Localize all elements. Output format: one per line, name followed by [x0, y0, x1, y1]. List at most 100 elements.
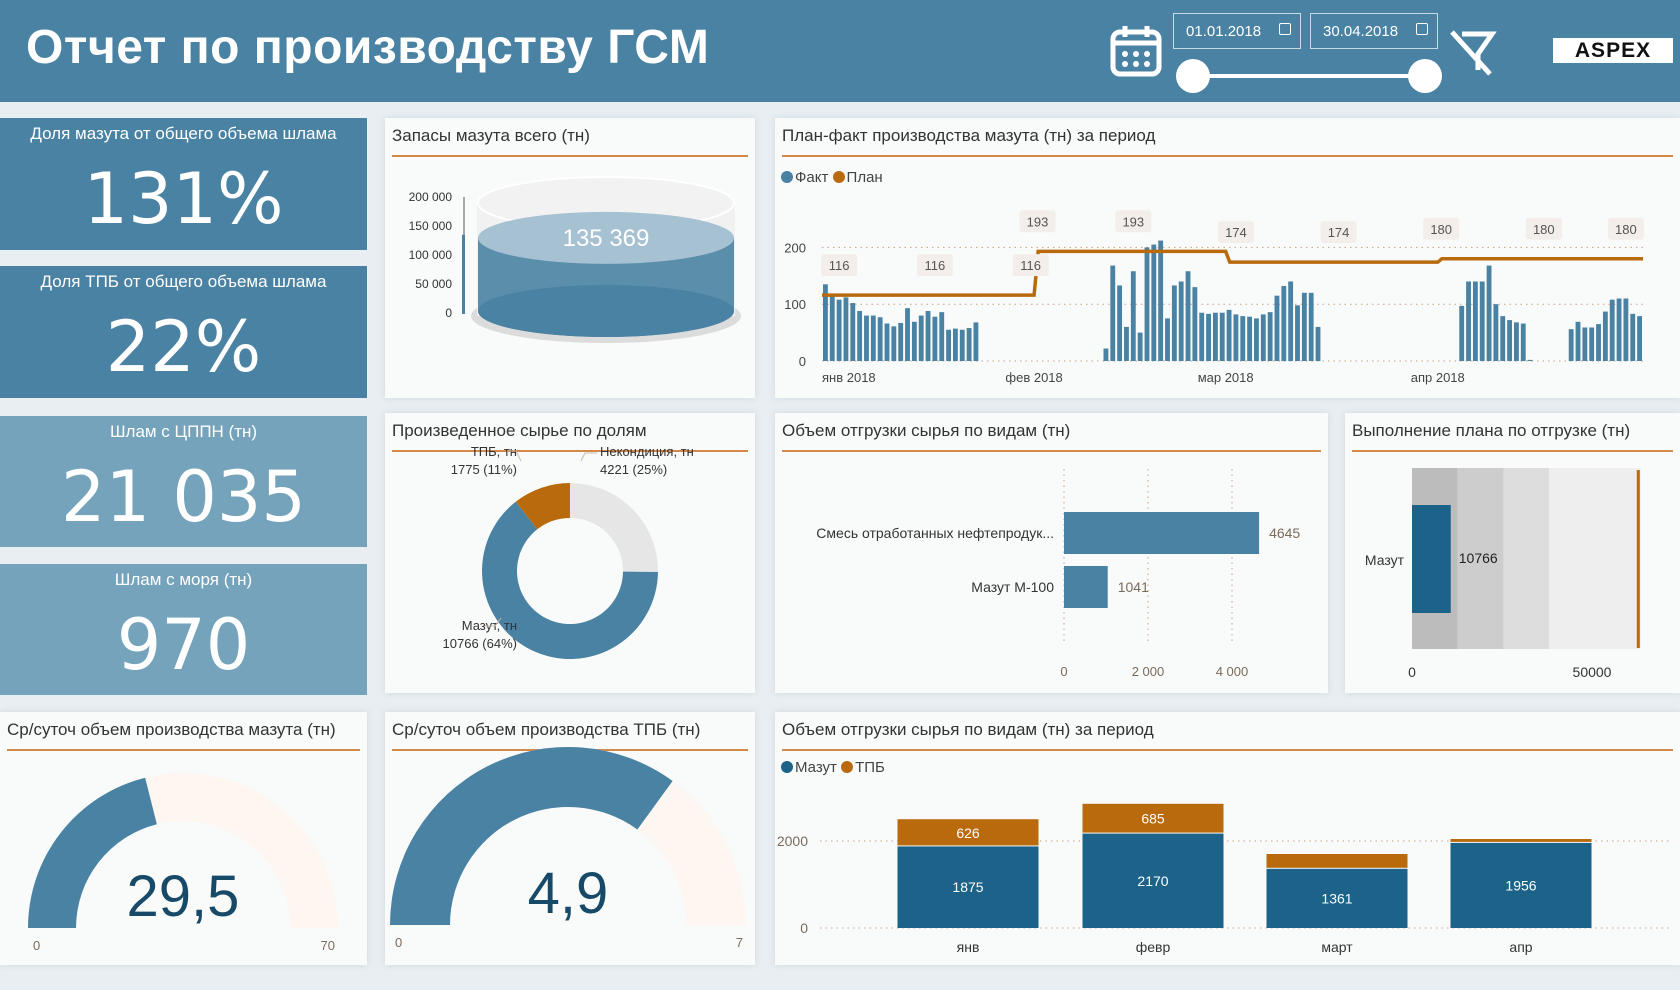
fact-bar — [898, 322, 904, 361]
header-bar: Отчет по производству ГСМ 01.01.2018 30.… — [0, 0, 1680, 102]
cylinder-bottom — [478, 285, 734, 337]
shipment-bar — [1064, 566, 1108, 608]
x-tick-label: апр — [1509, 939, 1532, 955]
plan-label-bg — [821, 254, 858, 277]
gauge-min-label: 0 — [395, 935, 402, 950]
y-tick: 200 000 — [409, 190, 453, 204]
x-tick-label: янв — [957, 939, 980, 955]
stock-liquid-surface — [478, 211, 734, 264]
fact-bar — [1206, 313, 1211, 361]
legend-item-tpb[interactable]: ТПБ — [841, 759, 885, 776]
x-tick-label: 4 000 — [1216, 664, 1249, 679]
fact-bar — [952, 328, 958, 361]
page-title: Отчет по производству ГСМ — [26, 21, 710, 74]
y-tick: 150 000 — [409, 219, 453, 233]
fact-bar — [877, 317, 883, 361]
fact-bar — [1466, 281, 1471, 361]
stock-value-label: 135 369 — [563, 225, 650, 252]
slider-end-handle[interactable] — [1408, 59, 1442, 93]
stock-panel: Запасы мазута всего (тн) 200 000 150 000… — [385, 118, 755, 398]
fact-bar — [1233, 314, 1239, 361]
fact-bar — [966, 328, 972, 361]
gauge-min-label: 0 — [33, 938, 40, 953]
category-label: Мазут — [1365, 552, 1405, 568]
date-picker-icon[interactable] — [1279, 23, 1291, 35]
date-from-value: 01.01.2018 — [1186, 23, 1262, 40]
slider-start-handle[interactable] — [1176, 59, 1210, 93]
plan-data-label: 174 — [1225, 225, 1247, 240]
legend-item-fact[interactable]: Факт — [781, 169, 828, 186]
plan-line — [822, 249, 1643, 297]
donut-slice — [570, 483, 658, 573]
gauge-fill — [28, 777, 157, 928]
fact-bar — [1479, 281, 1485, 361]
plan-data-label: 116 — [1020, 258, 1041, 273]
kpi-tile-tpb-share: Доля ТПБ от общего объема шлама 22% — [0, 266, 367, 398]
date-from-input[interactable]: 01.01.2018 — [1173, 13, 1301, 49]
tpb-bar-segment — [897, 819, 1039, 846]
gauge-max-label: 70 — [321, 938, 335, 953]
gauge-max-label: 7 — [736, 935, 743, 950]
fact-bar — [1514, 322, 1519, 361]
period-stacked-bar-chart: 0 2000 1875 626 янв 2170 685 февр 1361 март 1956 ап… — [777, 803, 1670, 955]
legend-item-plan[interactable]: План — [832, 169, 883, 186]
fact-bar — [1117, 285, 1123, 361]
plan-label-bg — [1423, 217, 1460, 240]
fact-bar — [1602, 311, 1608, 361]
period-shipment-panel: Объем отгрузки сырья по видам (тн) за пе… — [775, 712, 1680, 965]
tpb-daily-gauge-panel: Ср/суточ объем производства ТПБ (тн) 4,9… — [385, 712, 755, 965]
fact-bar — [1527, 359, 1533, 361]
fact-bar — [1260, 314, 1266, 361]
fact-bar — [1609, 299, 1615, 361]
fact-bar — [1589, 327, 1595, 361]
fact-bar — [1459, 305, 1465, 361]
gauge-value: 29,5 — [127, 864, 240, 929]
target-marker — [1636, 470, 1640, 648]
fact-bar — [1240, 316, 1246, 361]
fact-bar — [829, 293, 835, 361]
leader-line — [580, 452, 597, 462]
y-tick: 100 000 — [409, 248, 453, 262]
plan-label-bg — [916, 254, 953, 277]
date-picker-icon[interactable] — [1416, 23, 1428, 35]
fact-bar — [1137, 332, 1143, 361]
legend-item-mazut[interactable]: Мазут — [781, 759, 837, 776]
fact-bar — [1288, 281, 1294, 361]
fact-bar — [1219, 312, 1225, 361]
fact-bar — [836, 299, 842, 361]
fact-bar — [1493, 304, 1499, 361]
clear-filter-icon[interactable] — [1448, 28, 1500, 78]
calendar-icon[interactable] — [1110, 24, 1162, 78]
date-to-input[interactable]: 30.04.2018 — [1310, 13, 1438, 49]
y-tick: 50 000 — [415, 277, 452, 291]
plan-data-label: 180 — [1615, 222, 1637, 237]
x-tick-label: март — [1321, 939, 1353, 955]
panel-title: Ср/суточ объем производства мазута (тн) — [7, 718, 360, 751]
panel-title: Объем отгрузки сырья по видам (тн) за пе… — [782, 718, 1673, 751]
bar-value-label: 10766 — [1459, 550, 1498, 566]
tpb-bar-segment — [1082, 803, 1224, 833]
donut-label-value: 10766 (64%) — [443, 636, 517, 651]
kpi-label: Шлам с ЦППН (тн) — [109, 422, 258, 441]
panel-title: Объем отгрузки сырья по видам (тн) — [782, 419, 1321, 452]
fact-bar — [1274, 295, 1280, 361]
fact-bar — [905, 308, 910, 361]
fact-bar — [946, 329, 951, 361]
y-tick: 0 — [445, 306, 452, 320]
x-tick-label: апр 2018 — [1411, 370, 1465, 385]
plan-fact-panel: План-факт производства мазута (тн) за пе… — [775, 118, 1680, 398]
legend-label: План — [846, 169, 883, 186]
fact-bar — [850, 303, 856, 361]
date-range-slider[interactable] — [1193, 74, 1425, 78]
x-tick-label: мар 2018 — [1198, 370, 1254, 385]
plan-label-bg — [1019, 210, 1056, 233]
qualitative-band — [1503, 468, 1550, 649]
donut-label-name: Некондиция, тн — [600, 444, 694, 459]
x-tick-label: янв 2018 — [822, 370, 876, 385]
legend-label: Мазут — [795, 759, 837, 776]
kpi-tile-mazut-share: Доля мазута от общего объема шлама 131% — [0, 118, 367, 250]
kpi-tile-sea-sludge: Шлам с моря (тн) 970 — [0, 564, 367, 695]
fact-bar — [870, 315, 876, 361]
donut-label-value: 1775 (11%) — [451, 462, 517, 477]
